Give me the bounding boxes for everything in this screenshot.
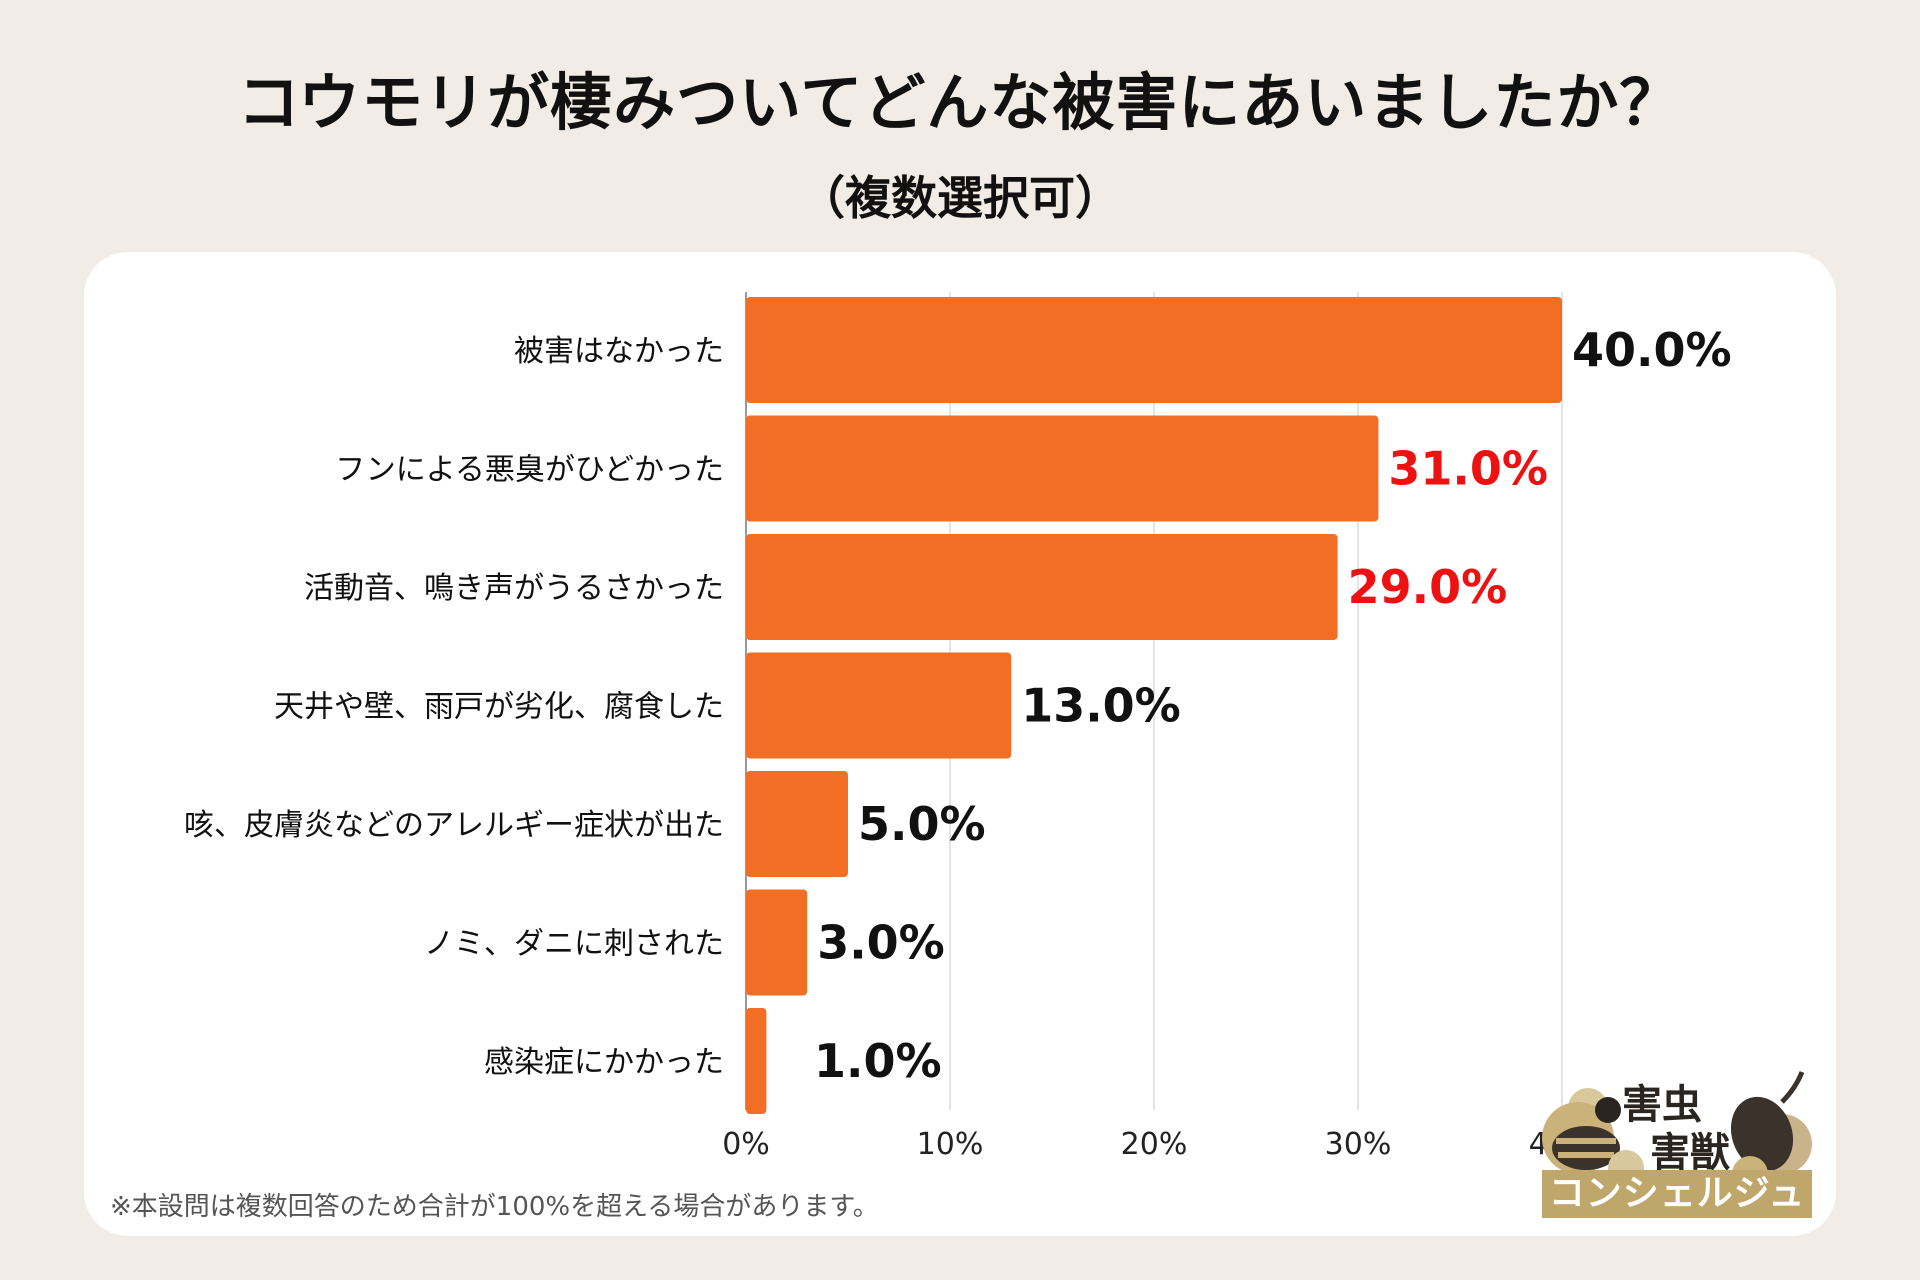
category-label: ノミ、ダニに刺された <box>424 927 724 962</box>
bar <box>746 771 848 877</box>
category-label: 活動音、鳴き声がうるさかった <box>304 571 724 606</box>
chart-subtitle: （複数選択可） <box>799 171 1121 225</box>
x-tick-labels: 0%10%20%30%40% <box>722 1127 1595 1162</box>
logo-text-line2: 害獣 <box>1650 1130 1730 1176</box>
bar-chart: 被害はなかったフンによる悪臭がひどかった活動音、鳴き声がうるさかった天井や壁、雨… <box>184 292 1732 1162</box>
bar <box>746 297 1562 403</box>
logo: 害虫 害獣 コンシェルジュ <box>1536 1052 1820 1228</box>
bar <box>746 889 808 996</box>
x-tick-label: 30% <box>1325 1127 1392 1162</box>
x-tick-label: 0% <box>722 1127 770 1162</box>
value-labels: 40.0% 31.0% 29.0% 13.0% 5.0% 3.0% 1.0% <box>814 323 1732 1088</box>
value-label: 1.0% <box>814 1034 942 1088</box>
category-label: 被害はなかった <box>514 334 724 369</box>
value-label: 13.0% <box>1021 679 1181 733</box>
x-tick-label: 20% <box>1121 1127 1188 1162</box>
bar <box>746 534 1338 640</box>
chart-title: コウモリが棲みついてどんな被害にあいましたか？ <box>237 66 1683 139</box>
logo-text-line1: 害虫 <box>1622 1082 1702 1128</box>
logo-band-text: コンシェルジュ <box>1542 1170 1812 1218</box>
bar <box>746 415 1379 522</box>
value-label: 40.0% <box>1572 323 1732 377</box>
chart-card: 被害はなかったフンによる悪臭がひどかった活動音、鳴き声がうるさかった天井や壁、雨… <box>84 252 1836 1236</box>
x-tick-label: 10% <box>917 1127 984 1162</box>
bee-and-mouse-icon <box>1542 1071 1812 1192</box>
value-label: 31.0% <box>1388 442 1548 496</box>
category-label: 咳、皮膚炎などのアレルギー症状が出た <box>184 808 724 843</box>
value-label: 29.0% <box>1348 560 1508 614</box>
category-label: フンによる悪臭がひどかった <box>335 453 724 488</box>
footnote: ※本設問は複数回答のため合計が100%を超える場合があります。 <box>110 1192 879 1222</box>
category-label: 感染症にかかった <box>484 1045 724 1080</box>
category-labels: 被害はなかったフンによる悪臭がひどかった活動音、鳴き声がうるさかった天井や壁、雨… <box>184 334 724 1080</box>
bar <box>746 1008 767 1114</box>
value-label: 3.0% <box>817 916 945 970</box>
value-label: 5.0% <box>858 797 986 851</box>
bar <box>746 652 1012 759</box>
bars <box>746 297 1562 1114</box>
category-label: 天井や壁、雨戸が劣化、腐食した <box>274 690 724 725</box>
